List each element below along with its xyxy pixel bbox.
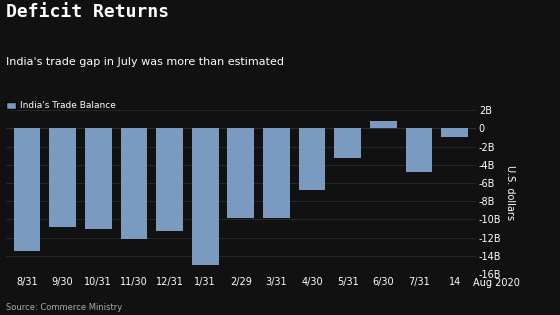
Bar xyxy=(334,129,361,158)
Text: Source: Commerce Ministry: Source: Commerce Ministry xyxy=(6,303,122,312)
Text: Aug 2020: Aug 2020 xyxy=(473,278,520,288)
Bar xyxy=(13,129,40,251)
Bar xyxy=(405,129,432,172)
Bar xyxy=(120,129,147,238)
Y-axis label: U.S. dollars: U.S. dollars xyxy=(505,165,515,220)
Bar xyxy=(49,129,76,227)
Bar xyxy=(85,129,111,229)
Bar xyxy=(298,129,325,190)
Bar xyxy=(370,121,396,129)
Bar xyxy=(441,129,468,137)
Text: Deficit Returns: Deficit Returns xyxy=(6,3,169,21)
Bar xyxy=(156,129,183,231)
Bar xyxy=(227,129,254,218)
Bar xyxy=(192,129,218,265)
Text: India's trade gap in July was more than estimated: India's trade gap in July was more than … xyxy=(6,57,283,67)
Text: India's Trade Balance: India's Trade Balance xyxy=(20,101,115,110)
Bar xyxy=(263,129,290,218)
